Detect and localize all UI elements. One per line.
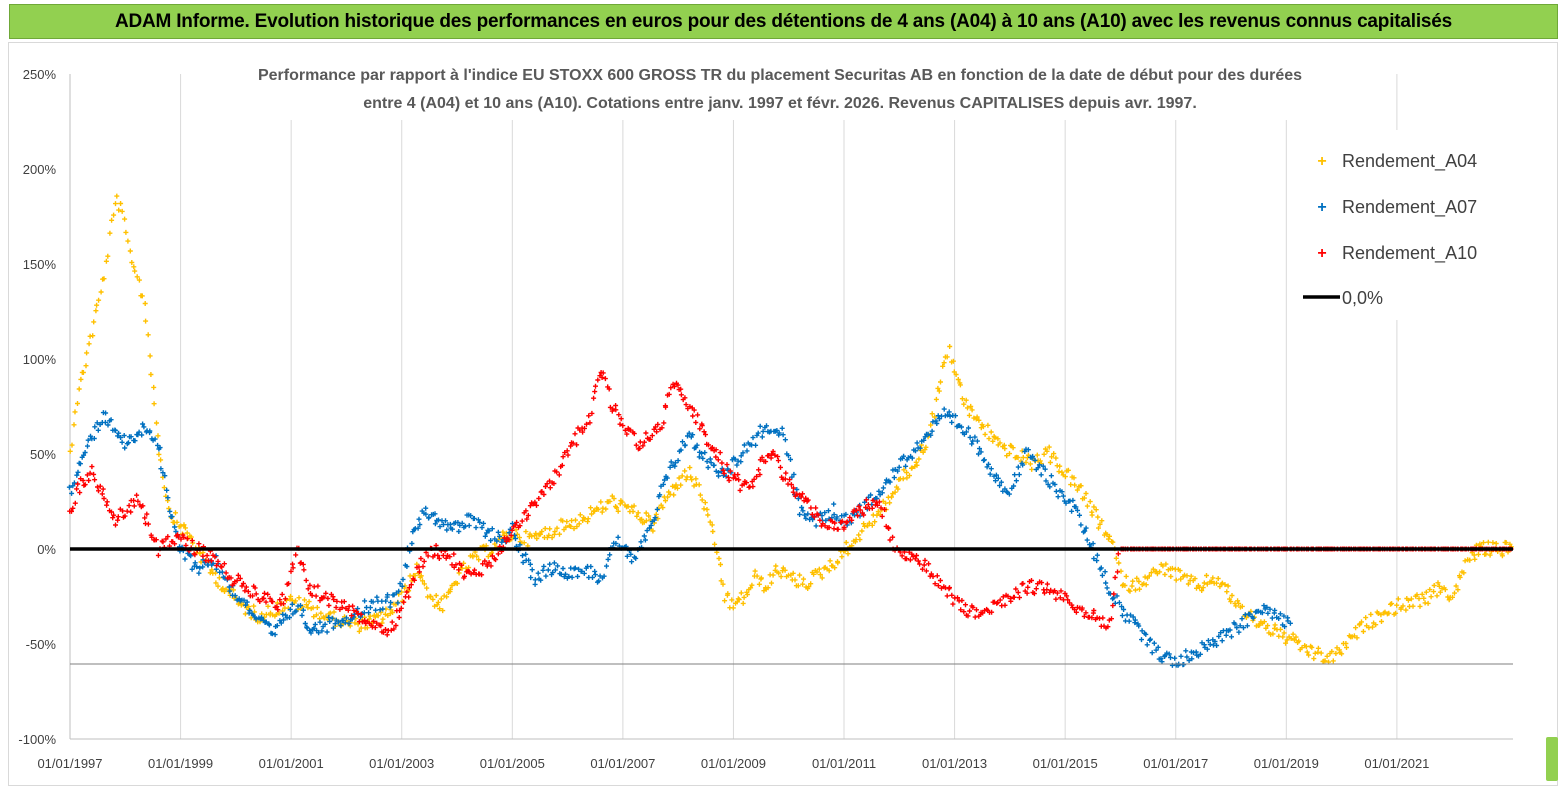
x-axis-ticks: 01/01/1997 01/01/1999 01/01/2001 01/01/2003… [37, 756, 1429, 771]
x-tick-label: 01/01/2003 [369, 756, 434, 771]
x-tick-label: 01/01/1999 [148, 756, 213, 771]
y-tick-label: -50% [26, 637, 57, 652]
x-tick-label: 01/01/1997 [37, 756, 102, 771]
page-title: ADAM Informe. Evolution historique des p… [9, 4, 1558, 39]
scatter-points [66, 193, 1514, 668]
legend-label-zero: 0,0% [1342, 288, 1383, 308]
chart-title-background [205, 58, 1355, 120]
legend: + Rendement_A04 + Rendement_A07 + Rendem… [1290, 130, 1495, 320]
legend-label-a10: Rendement_A10 [1342, 243, 1477, 264]
series-points-3 [67, 370, 1514, 638]
series-points-2 [66, 406, 1293, 668]
legend-item-zero: 0,0% [1303, 288, 1383, 308]
x-tick-label: 01/01/2013 [922, 756, 987, 771]
x-tick-label: 01/01/2009 [701, 756, 766, 771]
y-tick-label: -100% [18, 732, 56, 747]
y-tick-label: 100% [23, 352, 57, 367]
chart-title-line-1: Performance par rapport à l'indice EU ST… [258, 67, 1302, 84]
x-tick-label: 01/01/2011 [812, 756, 876, 771]
legend-item-a10: + Rendement_A10 [1317, 243, 1477, 264]
legend-item-a07: + Rendement_A07 [1317, 197, 1477, 218]
y-tick-label: 200% [23, 162, 57, 177]
series-rendement-a04 [67, 193, 1514, 665]
y-tick-label: 250% [23, 67, 57, 82]
legend-item-a04: + Rendement_A04 [1317, 151, 1477, 172]
x-tick-label: 01/01/2019 [1254, 756, 1319, 771]
legend-marker-a07: + [1317, 199, 1326, 216]
x-tick-label: 01/01/2007 [590, 756, 655, 771]
x-tick-label: 01/01/2015 [1033, 756, 1098, 771]
x-tick-label: 01/01/2005 [480, 756, 545, 771]
corner-tab-icon [1546, 737, 1558, 781]
legend-marker-a10: + [1317, 245, 1326, 262]
chart-area-border [8, 42, 1558, 786]
series-rendement-a07 [66, 406, 1293, 668]
series-rendement-a10 [67, 370, 1514, 638]
y-tick-label: 0% [37, 542, 56, 557]
x-tick-label: 01/01/2017 [1143, 756, 1208, 771]
legend-label-a07: Rendement_A07 [1342, 197, 1477, 218]
legend-marker-a04: + [1317, 153, 1326, 170]
y-tick-label: 50% [30, 447, 56, 462]
chart-title-line-2: entre 4 (A04) et 10 ans (A10). Cotations… [363, 95, 1197, 112]
y-axis-ticks: 250% 200% 150% 100% 50% 0% -50% -100% [18, 67, 56, 747]
x-tick-label: 01/01/2001 [259, 756, 324, 771]
series-points-1 [67, 193, 1514, 665]
legend-label-a04: Rendement_A04 [1342, 151, 1477, 172]
gridlines [69, 74, 1398, 739]
y-tick-label: 150% [23, 257, 57, 272]
x-tick-label: 01/01/2021 [1364, 756, 1429, 771]
